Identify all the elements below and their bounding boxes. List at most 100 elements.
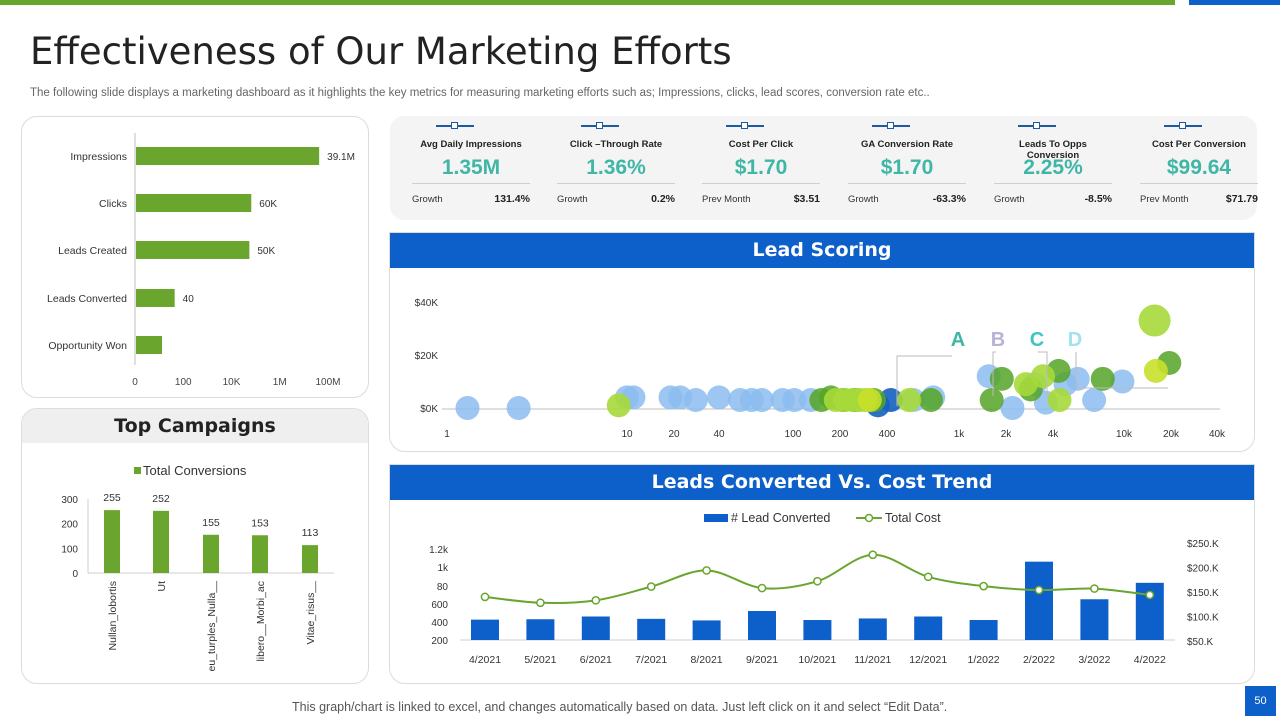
kpi-title: Avg Daily Impressions — [420, 139, 522, 150]
x-tick-label: 4/2021 — [469, 654, 501, 666]
total-cost-point — [1145, 590, 1155, 600]
total-cost-point — [813, 576, 822, 586]
campaign-bar — [252, 535, 268, 573]
bar-category-label: Leads Converted — [47, 293, 127, 305]
y-left-tick-label: 1k — [437, 563, 449, 574]
scatter-point — [857, 388, 882, 413]
top-campaigns-title: Top Campaigns — [22, 409, 368, 443]
kpi-divider — [702, 183, 820, 184]
page-subtitle: The following slide displays a marketing… — [30, 87, 930, 99]
kpi-foot-label: Growth — [557, 194, 588, 205]
funnel-bar — [136, 194, 252, 212]
x-tick-label: 10K — [223, 377, 241, 388]
y-tick-label: 300 — [61, 495, 78, 506]
bar-data-label: 153 — [251, 517, 269, 529]
kpi-tile: Avg Daily Impressions 1.35M Growth 131.4% — [412, 116, 530, 216]
bar-category-label: Clicks — [99, 198, 127, 210]
x-tick-label: 100 — [175, 377, 192, 388]
x-tick-label: 1M — [273, 377, 287, 388]
x-tick-label: 20k — [1163, 429, 1180, 440]
scatter-point — [707, 385, 731, 410]
top-campaigns-chart[interactable]: Total Conversions 0 100 200 300 255 Nullan_lob… — [22, 443, 369, 684]
y-right-tick-label: $50.K — [1187, 637, 1213, 648]
kpi-value: $99.64 — [1166, 156, 1232, 179]
campaign-bar — [153, 510, 169, 573]
grade-label: B — [991, 329, 1005, 351]
x-tick-label: 5/2021 — [524, 654, 556, 666]
funnel-bar — [136, 241, 250, 259]
total-cost-point — [979, 581, 988, 591]
kpi-foot-label: Growth — [412, 194, 443, 205]
funnel-bar — [136, 289, 175, 307]
grade-label: D — [1068, 329, 1082, 351]
kpi-tick-marker — [741, 122, 748, 129]
scatter-point — [1065, 366, 1090, 391]
category-label: eu_turples_Nulla__ — [206, 581, 218, 672]
funnel-chart[interactable]: 0 100 10K 1M 100M Impressions 39.1M Clicks 60K Le… — [22, 117, 370, 399]
y-tick-label: $40K — [415, 298, 439, 309]
campaign-bar — [203, 534, 219, 573]
y-right-tick-label: $150.K — [1187, 588, 1219, 599]
scatter-point — [918, 388, 943, 413]
x-tick-label: 2k — [1001, 429, 1013, 440]
kpi-divider — [994, 183, 1112, 184]
kpi-value: 1.35M — [441, 156, 501, 179]
total-cost-point — [480, 592, 490, 602]
kpi-divider — [848, 183, 966, 184]
x-tick-label: 10/2021 — [798, 654, 836, 666]
legend-label: Total Conversions — [143, 463, 247, 478]
kpi-foot-value: $3.51 — [793, 193, 820, 205]
bar-category-label: Leads Created — [58, 245, 127, 257]
grade-leader-line — [1075, 352, 1168, 389]
y-left-tick-label: 1.2k — [429, 545, 449, 556]
kpi-tick-marker — [1033, 122, 1040, 129]
total-cost-point — [1090, 584, 1099, 593]
x-tick-label: 7/2021 — [635, 654, 667, 666]
y-tick-label: 100 — [61, 544, 78, 555]
total-cost-point — [757, 583, 767, 593]
total-cost-point — [536, 598, 545, 608]
x-tick-label: 2/2022 — [1023, 654, 1055, 666]
x-tick-label: 1 — [444, 429, 450, 440]
bar-data-label: 60K — [259, 199, 277, 210]
x-tick-label: 40k — [1209, 429, 1226, 440]
x-tick-label: 40 — [713, 429, 725, 440]
scatter-point — [1090, 366, 1115, 391]
kpi-value: 1.36% — [586, 156, 646, 179]
x-tick-label: 8/2021 — [691, 654, 723, 666]
top-accent-green — [0, 0, 1175, 5]
scatter-point — [683, 388, 708, 413]
x-tick-label: 10k — [1116, 429, 1133, 440]
x-tick-label: 9/2021 — [746, 654, 778, 666]
category-label: Nullan_lobortis — [107, 581, 119, 650]
kpi-foot-value: 0.2% — [651, 193, 675, 205]
grade-label: A — [951, 329, 965, 351]
x-tick-label: 6/2021 — [580, 654, 612, 666]
lead-scoring-title: Lead Scoring — [390, 233, 1254, 268]
category-label: libero__Morbi_ac — [255, 581, 267, 662]
campaign-bar — [302, 545, 318, 573]
legend-label: Total Cost — [885, 511, 941, 525]
total-cost-point — [702, 566, 711, 575]
kpi-tile: Cost Per Click $1.70 Prev Month $3.51 — [702, 116, 820, 216]
kpi-value: $1.70 — [880, 156, 934, 179]
lead-scoring-chart[interactable]: $0K $20K $40K 1 10 20 40 100 200 400 1k 2k 4k 10k 20k 4… — [390, 268, 1255, 452]
page-title: Effectiveness of Our Marketing Efforts — [30, 30, 732, 73]
lead-converted-bar — [858, 618, 887, 640]
lead-converted-bar — [1080, 599, 1109, 640]
leads-cost-chart[interactable]: # Lead Converted Total Cost 200 400 600 80 1k 1… — [390, 500, 1255, 684]
kpi-tick-marker — [887, 122, 894, 129]
kpi-value: 2.25% — [1023, 156, 1083, 179]
lead-converted-bar — [969, 620, 998, 640]
x-tick-label: 100M — [315, 377, 340, 388]
kpi-tile: Click –Through Rate 1.36% Growth 0.2% — [557, 116, 675, 216]
scatter-point — [1138, 304, 1171, 337]
scatter-point — [979, 388, 1004, 413]
y-right-tick-label: $200.K — [1187, 564, 1219, 575]
category-label: Vitae_risus__ — [305, 581, 317, 645]
x-tick-label: 12/2021 — [909, 654, 947, 666]
y-left-tick-label: 200 — [431, 636, 448, 647]
legend-swatch — [134, 467, 141, 474]
kpi-value: $1.70 — [734, 156, 788, 179]
grade-leader-line — [992, 351, 996, 396]
